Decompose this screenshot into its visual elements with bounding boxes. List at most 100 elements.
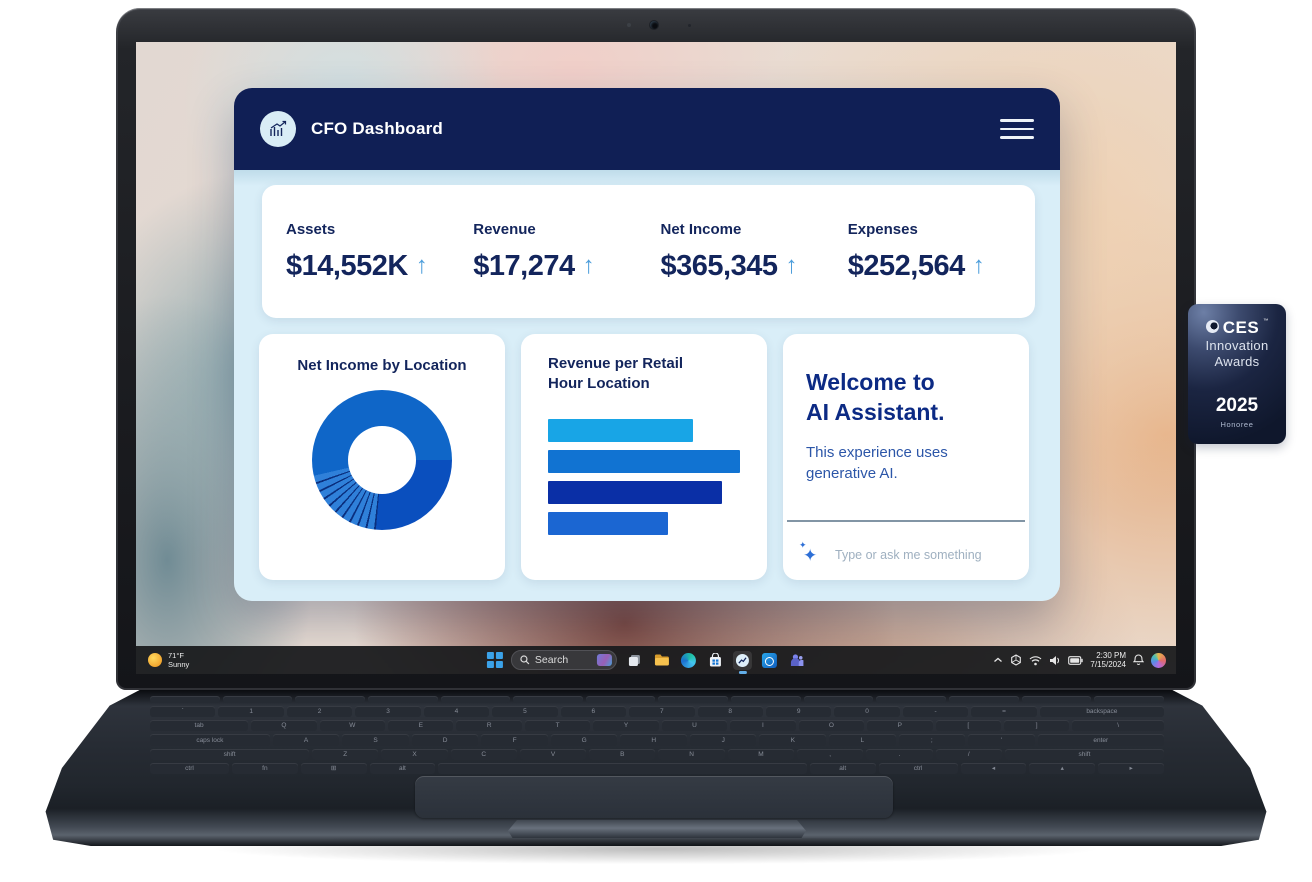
metric-expenses: Expenses $252,564 ↑ bbox=[847, 220, 985, 282]
notification-bell-icon[interactable] bbox=[1133, 654, 1144, 666]
key-c: C bbox=[450, 748, 517, 760]
key-l: L bbox=[829, 734, 896, 746]
ai-input-divider bbox=[787, 520, 1025, 522]
clock-time: 2:30 PM bbox=[1096, 650, 1126, 660]
microsoft-store-button[interactable] bbox=[706, 651, 725, 670]
key-blank bbox=[150, 696, 220, 703]
active-app-indicator bbox=[738, 671, 747, 674]
key-/: / bbox=[935, 748, 1002, 760]
metric-assets: Assets $14,552K ↑ bbox=[286, 220, 428, 282]
start-button[interactable] bbox=[486, 652, 503, 668]
key-q: Q bbox=[251, 720, 317, 732]
outlook-button[interactable] bbox=[760, 651, 779, 670]
key-5: 5 bbox=[492, 706, 558, 718]
key-a: A bbox=[272, 734, 340, 746]
key-9: 9 bbox=[765, 706, 832, 718]
key-⊞: ⊞ bbox=[300, 762, 367, 775]
search-highlight-thumbnail bbox=[596, 654, 612, 666]
key-4: 4 bbox=[423, 706, 490, 718]
donut-chart bbox=[312, 390, 452, 531]
trend-up-arrow-icon: ↑ bbox=[972, 252, 985, 279]
window-body: Assets $14,552K ↑ Revenue $17,274 ↑ Net Income… bbox=[234, 170, 1060, 601]
cfo-app-mini-icon bbox=[735, 653, 749, 667]
ces-logo: CES ™ bbox=[1188, 318, 1286, 338]
key-shift: shift bbox=[1004, 748, 1164, 760]
key-3: 3 bbox=[355, 706, 421, 718]
key-▴: ▴ bbox=[1029, 762, 1096, 775]
taskbar-center-icons: Search bbox=[486, 646, 806, 674]
search-box[interactable]: Search bbox=[510, 650, 617, 670]
metric-net-income: Net Income $365,345 ↑ bbox=[660, 220, 798, 282]
store-bag-icon bbox=[709, 652, 721, 666]
tray-chevron-up-icon[interactable] bbox=[993, 656, 1003, 664]
key-r: R bbox=[456, 720, 522, 732]
wifi-icon[interactable] bbox=[1029, 655, 1042, 666]
key-backspace: backspace bbox=[1039, 706, 1165, 718]
key-m: M bbox=[727, 748, 795, 760]
key--: - bbox=[902, 706, 969, 718]
taskbar-clock[interactable]: 2:30 PM 7/15/2024 bbox=[1090, 651, 1126, 670]
bar-chart-title: Revenue per Retail Hour Location bbox=[548, 355, 684, 393]
key-h: H bbox=[620, 734, 687, 746]
key-o: O bbox=[798, 720, 865, 732]
sparkle-ai-icon: ✦ ✦ bbox=[799, 540, 818, 565]
key-blank bbox=[295, 696, 365, 703]
key-z: Z bbox=[312, 748, 379, 760]
key-caps lock: caps lock bbox=[150, 734, 270, 746]
key-[: [ bbox=[935, 720, 1001, 732]
key-blank bbox=[1094, 696, 1164, 703]
battery-icon[interactable] bbox=[1068, 655, 1084, 665]
teams-button[interactable] bbox=[787, 651, 806, 670]
key-▸: ▸ bbox=[1098, 762, 1164, 775]
key-p: P bbox=[867, 720, 933, 732]
hamburger-menu-icon[interactable] bbox=[1000, 119, 1034, 139]
key-6: 6 bbox=[560, 706, 627, 718]
teams-icon bbox=[790, 653, 804, 666]
taskbar-weather-widget[interactable]: 71°F Sunny bbox=[148, 646, 189, 674]
laptop-drop-shadow bbox=[40, 838, 1272, 874]
revenue-per-retail-hour-card: Revenue per Retail Hour Location bbox=[521, 334, 767, 580]
sun-weather-icon bbox=[148, 653, 162, 667]
ces-trademark: ™ bbox=[1263, 318, 1269, 324]
ai-prompt-input[interactable]: ✦ ✦ Type or ask me something bbox=[799, 534, 1019, 576]
key-2: 2 bbox=[286, 706, 353, 718]
outlook-icon bbox=[761, 652, 777, 668]
key-blank bbox=[222, 696, 293, 703]
key-y: Y bbox=[593, 720, 659, 732]
file-explorer-button[interactable] bbox=[652, 651, 671, 670]
metric-revenue: Revenue $17,274 ↑ bbox=[473, 220, 595, 282]
windows-taskbar: 71°F Sunny Search bbox=[136, 646, 1176, 674]
key-n: N bbox=[658, 748, 725, 760]
key-e: E bbox=[388, 720, 454, 732]
edge-icon bbox=[680, 652, 696, 668]
donut-hole bbox=[348, 426, 416, 495]
trackpad bbox=[415, 776, 893, 818]
edge-browser-button[interactable] bbox=[679, 651, 698, 670]
ces-innovation-award-badge: CES ™ Innovation Awards 2025 Honoree bbox=[1188, 304, 1286, 444]
key-d: D bbox=[411, 734, 479, 746]
key-blank bbox=[731, 696, 801, 703]
key-s: S bbox=[342, 734, 409, 746]
key-k: K bbox=[759, 734, 826, 746]
key-i: I bbox=[730, 720, 796, 732]
key-fn: fn bbox=[231, 762, 298, 775]
system-tray: 2:30 PM 7/15/2024 bbox=[993, 646, 1166, 674]
key-blank bbox=[513, 696, 583, 703]
camera-led-dot bbox=[688, 24, 691, 27]
growth-chart-icon bbox=[270, 120, 287, 136]
trend-up-arrow-icon: ↑ bbox=[415, 252, 428, 279]
volume-icon[interactable] bbox=[1049, 655, 1061, 666]
cfo-app-logo bbox=[260, 111, 296, 147]
cfo-dashboard-app-button[interactable] bbox=[732, 650, 752, 674]
key-0: 0 bbox=[834, 706, 900, 718]
ai-assistant-card: Welcome to AI Assistant. This experience… bbox=[783, 334, 1029, 580]
tray-hexagon-utility-icon[interactable] bbox=[1010, 654, 1022, 666]
key-f: F bbox=[481, 734, 548, 746]
task-view-button[interactable] bbox=[625, 651, 644, 670]
copilot-button[interactable] bbox=[1151, 652, 1166, 668]
key-v: V bbox=[519, 748, 587, 760]
key-,: , bbox=[797, 748, 864, 760]
search-icon bbox=[520, 655, 530, 665]
bar-2 bbox=[548, 449, 740, 473]
key-blank bbox=[367, 696, 438, 703]
